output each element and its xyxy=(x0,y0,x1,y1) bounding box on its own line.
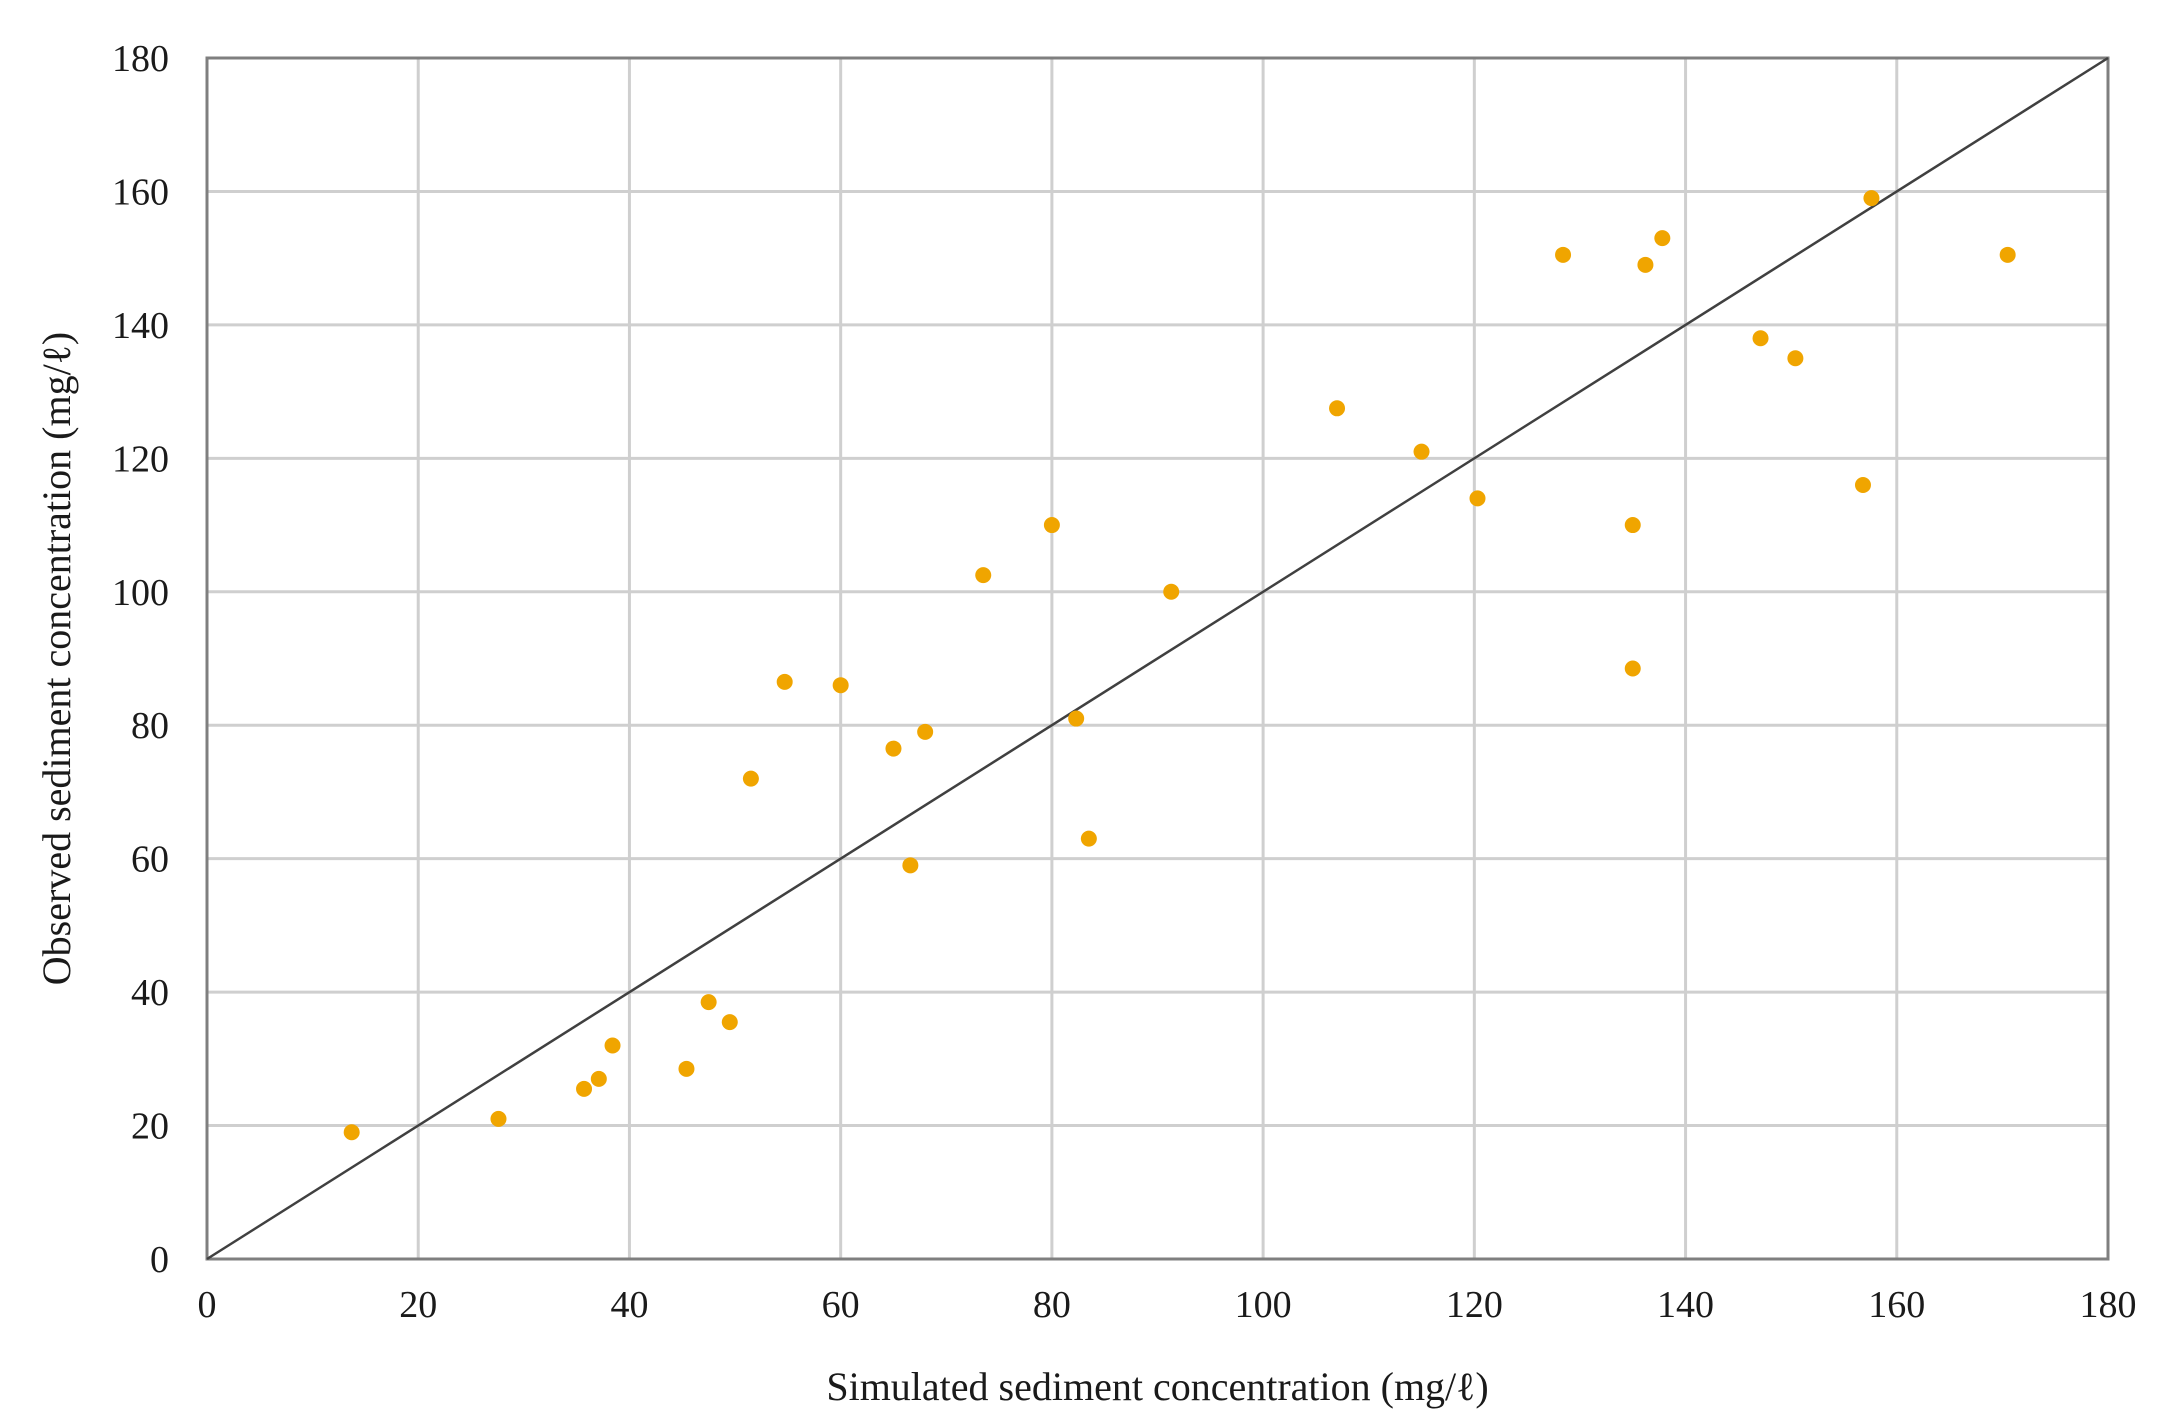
data-point xyxy=(1637,256,1654,273)
data-point xyxy=(917,723,934,740)
data-point xyxy=(1624,660,1641,677)
data-point xyxy=(343,1124,360,1141)
x-axis-title: Simulated sediment concentration (mg/ℓ) xyxy=(826,1364,1488,1409)
data-point xyxy=(885,740,902,757)
y-tick-label: 140 xyxy=(112,305,169,347)
data-point xyxy=(1043,517,1060,534)
data-point xyxy=(721,1014,738,1031)
x-tick-label: 60 xyxy=(822,1284,860,1326)
data-point xyxy=(1080,830,1097,847)
grid xyxy=(207,58,2108,1259)
data-point xyxy=(1329,400,1346,417)
x-axis-tick-labels: 0 20 40 60 80 100 120 140 160 180 xyxy=(198,1284,2137,1326)
y-tick-label: 180 xyxy=(112,38,169,80)
data-point xyxy=(490,1110,507,1127)
data-point xyxy=(1654,230,1671,247)
x-tick-label: 80 xyxy=(1033,1284,1071,1326)
data-point xyxy=(832,677,849,694)
x-tick-label: 40 xyxy=(610,1284,648,1326)
data-point xyxy=(1555,246,1572,263)
x-tick-label: 140 xyxy=(1657,1284,1714,1326)
x-tick-label: 160 xyxy=(1868,1284,1925,1326)
y-tick-label: 60 xyxy=(131,839,169,881)
y-tick-label: 100 xyxy=(112,572,169,614)
x-tick-label: 120 xyxy=(1446,1284,1503,1326)
data-point xyxy=(700,994,717,1011)
y-axis-title: Observed sediment concentration (mg/ℓ) xyxy=(34,332,79,985)
data-point xyxy=(1863,190,1880,207)
y-tick-label: 0 xyxy=(150,1239,169,1281)
y-tick-label: 160 xyxy=(112,171,169,213)
data-point xyxy=(1068,710,1085,727)
data-point xyxy=(1413,443,1430,460)
x-tick-label: 20 xyxy=(399,1284,437,1326)
x-tick-label: 180 xyxy=(2080,1284,2137,1326)
data-point xyxy=(576,1080,593,1097)
data-point xyxy=(1854,477,1871,494)
data-point xyxy=(1163,583,1180,600)
data-point xyxy=(1469,490,1486,507)
plot-area-frame xyxy=(205,56,2110,1261)
data-point xyxy=(975,567,992,584)
data-point xyxy=(902,857,919,874)
data-points xyxy=(343,190,2016,1141)
data-point xyxy=(1752,330,1769,347)
y-axis-tick-labels: 0 20 40 60 80 100 120 140 160 180 xyxy=(112,38,169,1281)
data-point xyxy=(776,673,793,690)
data-point xyxy=(590,1070,607,1087)
y-tick-label: 20 xyxy=(131,1106,169,1148)
data-point xyxy=(604,1037,621,1054)
x-tick-label: 100 xyxy=(1235,1284,1292,1326)
data-point xyxy=(1787,350,1804,367)
one-to-one-reference-line xyxy=(206,56,2109,1261)
data-point xyxy=(1624,517,1641,534)
data-point xyxy=(678,1060,695,1077)
x-tick-label: 0 xyxy=(198,1284,217,1326)
data-point xyxy=(742,770,759,787)
y-tick-label: 40 xyxy=(131,972,169,1014)
data-point xyxy=(1999,246,2016,263)
y-tick-label: 80 xyxy=(131,705,169,747)
y-tick-label: 120 xyxy=(112,438,169,480)
